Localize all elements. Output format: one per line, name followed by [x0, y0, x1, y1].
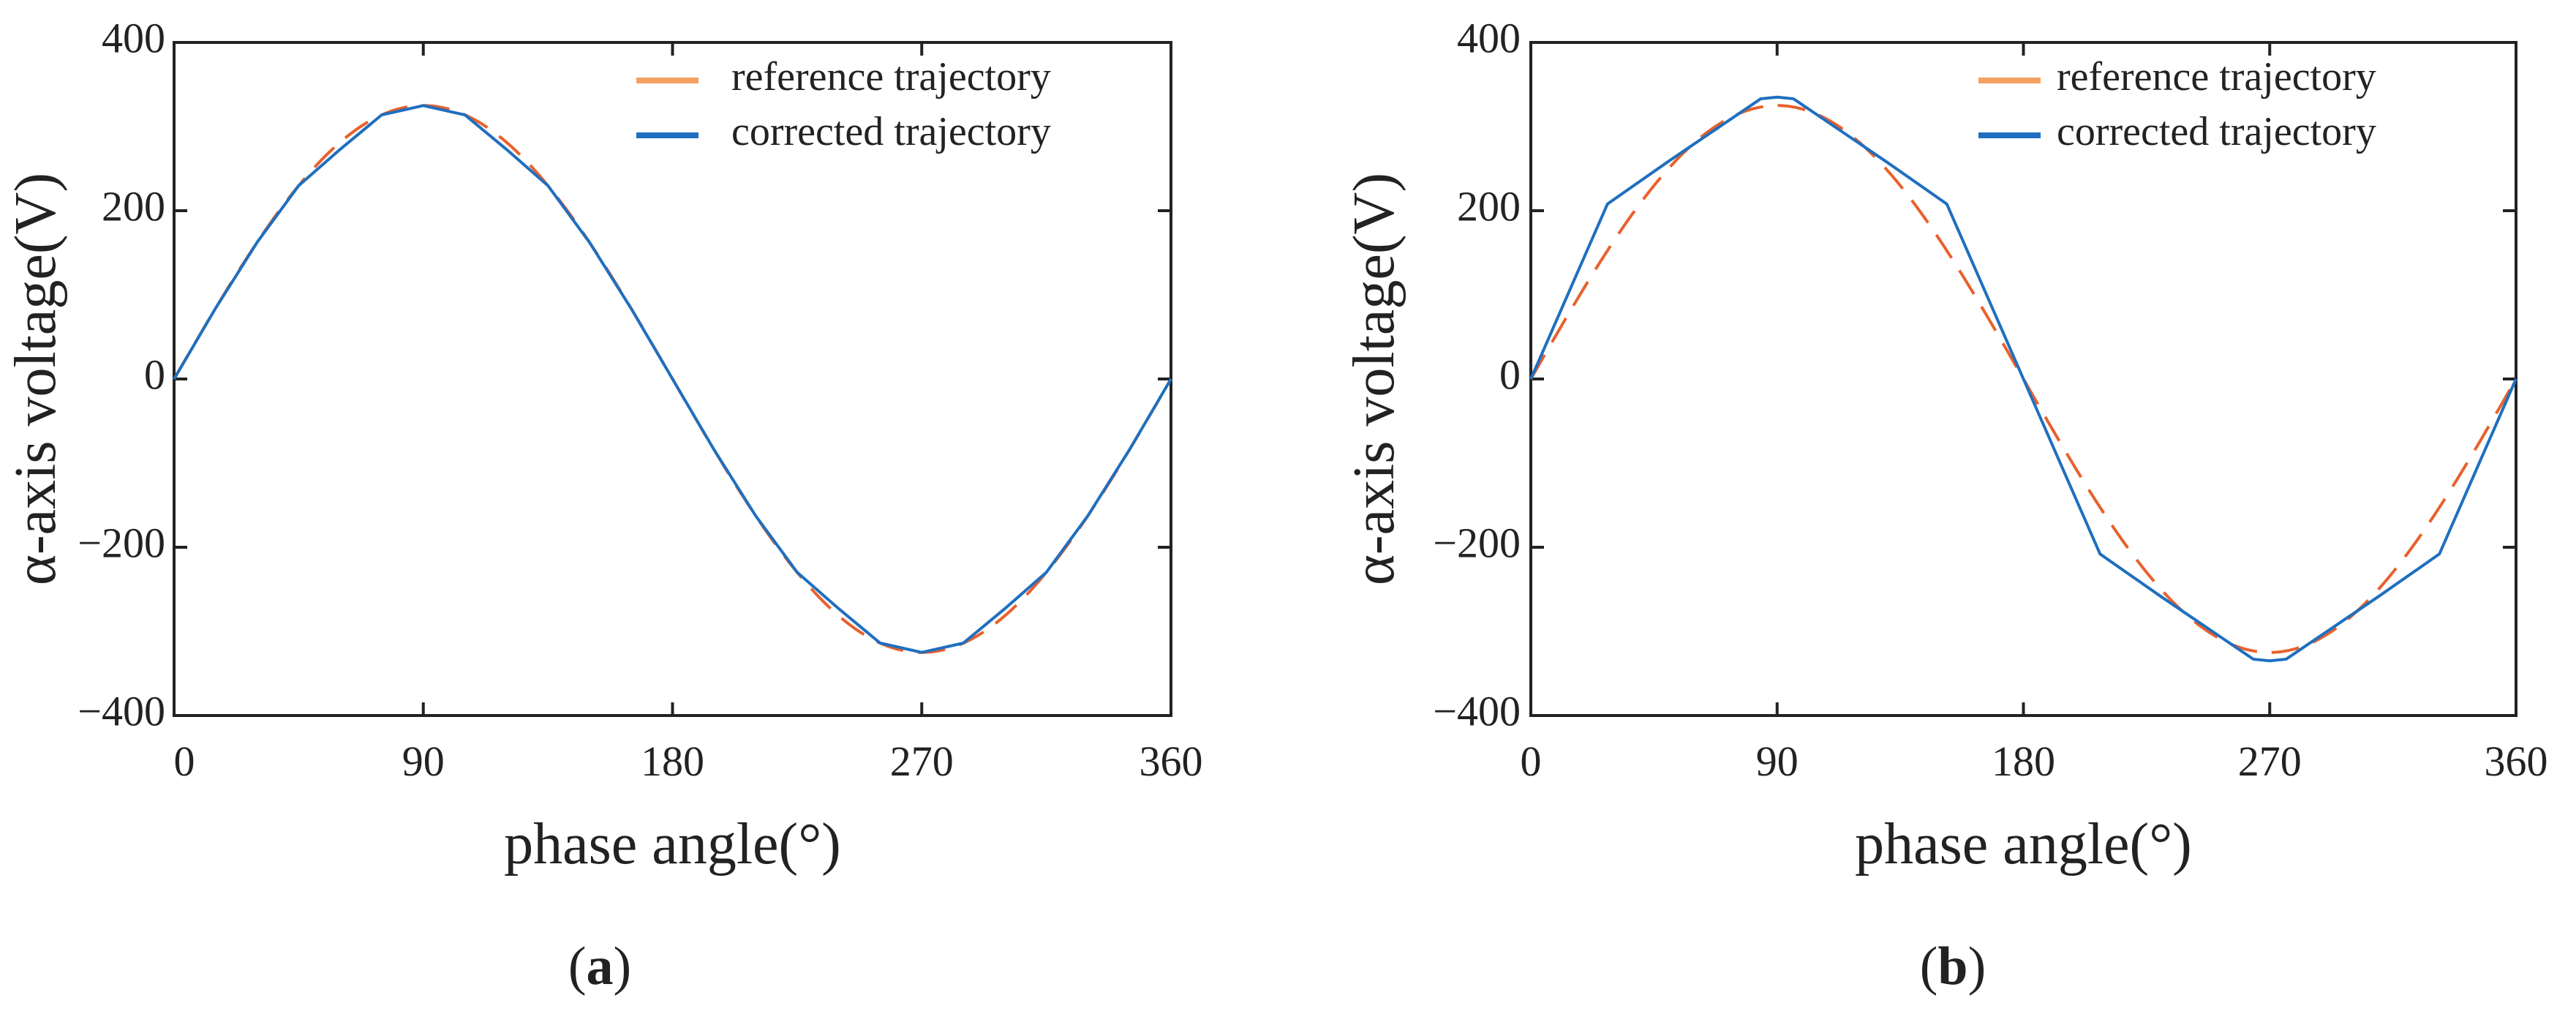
series-corrected-trajectory — [1529, 95, 2517, 663]
x-tick-label: 180 — [641, 737, 704, 785]
legend: reference trajectory corrected trajector… — [636, 54, 1051, 154]
series-layer — [173, 104, 1172, 654]
y-tick-labels: −400 −200 0 200 400 — [1433, 14, 1521, 735]
y-tick-label: 200 — [102, 182, 165, 230]
x-tick-label: 0 — [174, 737, 195, 785]
y-tick-label: 400 — [102, 14, 165, 61]
x-tick-labels: 0 90 180 270 360 — [1521, 737, 2548, 785]
series-corrected-trajectory — [173, 104, 1172, 654]
x-tick-label: 90 — [402, 737, 445, 785]
legend-label-reference: reference trajectory — [731, 54, 1051, 100]
panel-caption-letter: a — [587, 936, 614, 996]
x-tick-label: 270 — [890, 737, 954, 785]
x-tick-label: 360 — [1140, 737, 1203, 785]
series-layer — [1529, 95, 2517, 663]
panel-caption-letter: b — [1937, 936, 1967, 996]
legend-label-corrected: corrected trajectory — [731, 109, 1051, 154]
x-tick-labels: 0 90 180 270 360 — [174, 737, 1203, 785]
y-tick-label: 400 — [1457, 14, 1521, 61]
x-axis-label: phase angle(°) — [504, 812, 841, 876]
y-tick-label: 0 — [1499, 350, 1521, 398]
panel-a: −400 −200 0 200 400 0 90 180 270 360 ref… — [4, 14, 1203, 996]
legend: reference trajectory corrected trajector… — [1978, 54, 2376, 154]
y-tick-labels: −400 −200 0 200 400 — [78, 14, 165, 735]
y-tick-label: −400 — [1433, 687, 1521, 735]
panel-b: −400 −200 0 200 400 0 90 180 270 360 ref… — [1342, 14, 2548, 996]
x-tick-label: 90 — [1756, 737, 1799, 785]
x-tick-label: 360 — [2485, 737, 2548, 785]
x-axis-label: phase angle(°) — [1855, 812, 2192, 876]
x-tick-label: 270 — [2238, 737, 2302, 785]
y-axis-label: α-axis voltage(V) — [1342, 173, 1406, 585]
legend-label-reference: reference trajectory — [2057, 54, 2376, 100]
y-tick-label: 200 — [1457, 182, 1521, 230]
panel-caption: (b) — [1920, 936, 1986, 996]
y-tick-label: −200 — [78, 519, 165, 566]
tick-marks — [1529, 41, 2517, 717]
tick-marks — [173, 41, 1172, 717]
y-tick-label: 0 — [144, 350, 165, 398]
panel-caption: (a) — [568, 936, 631, 996]
y-tick-label: −200 — [1433, 519, 1521, 566]
y-axis-label: α-axis voltage(V) — [4, 173, 68, 585]
x-tick-label: 180 — [1992, 737, 2055, 785]
legend-label-corrected: corrected trajectory — [2057, 109, 2376, 154]
y-tick-label: −400 — [78, 687, 165, 735]
x-tick-label: 0 — [1521, 737, 1542, 785]
